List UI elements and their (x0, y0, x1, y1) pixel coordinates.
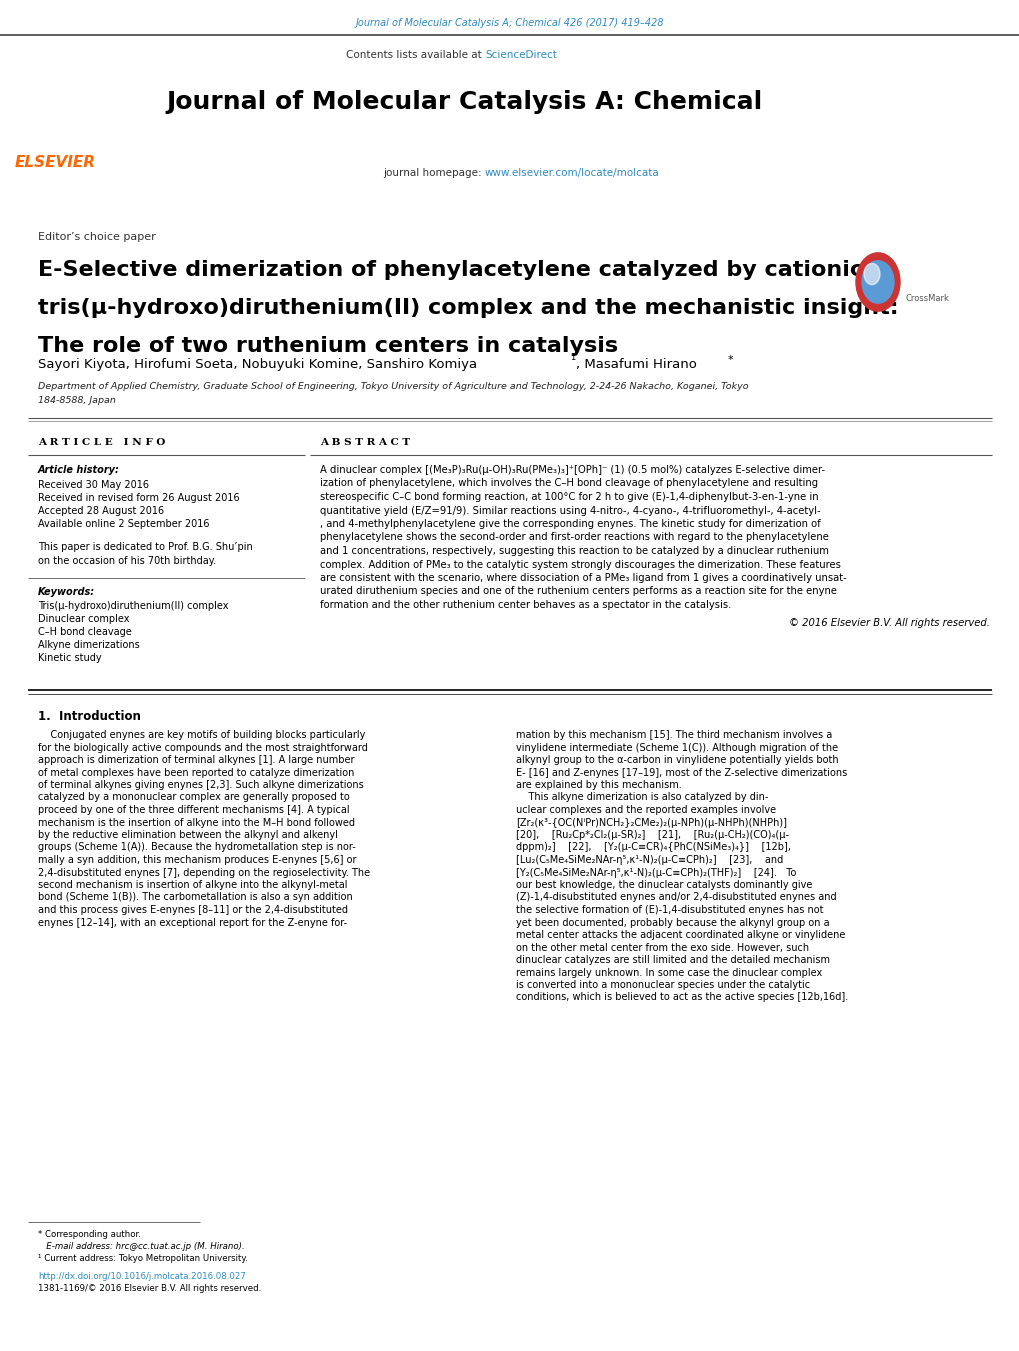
Text: ization of phenylacetylene, which involves the C–H bond cleavage of phenylacetyl: ization of phenylacetylene, which involv… (320, 478, 817, 489)
Text: Article history:: Article history: (38, 465, 120, 476)
Text: , Masafumi Hirano: , Masafumi Hirano (576, 358, 696, 372)
Text: alkynyl group to the α-carbon in vinylidene potentially yields both: alkynyl group to the α-carbon in vinylid… (516, 755, 838, 765)
Text: quantitative yield (E/Z=91/9). Similar reactions using 4-nitro-, 4-cyano-, 4-tri: quantitative yield (E/Z=91/9). Similar r… (320, 505, 820, 516)
Text: A R T I C L E   I N F O: A R T I C L E I N F O (38, 438, 165, 447)
Text: Journal of Molecular Catalysis A: Chemical: Journal of Molecular Catalysis A: Chemic… (167, 91, 762, 113)
Text: approach is dimerization of terminal alkynes [1]. A large number: approach is dimerization of terminal alk… (38, 755, 355, 765)
Text: , and 4-methylphenylacetylene give the corresponding enynes. The kinetic study f: , and 4-methylphenylacetylene give the c… (320, 519, 820, 530)
Text: Kinetic study: Kinetic study (38, 653, 102, 663)
Text: E- [16] and Z-enynes [17–19], most of the Z-selective dimerizations: E- [16] and Z-enynes [17–19], most of th… (516, 767, 847, 777)
Text: on the occasion of his 70th birthday.: on the occasion of his 70th birthday. (38, 557, 216, 566)
Text: Tris(μ-hydroxo)diruthenium(II) complex: Tris(μ-hydroxo)diruthenium(II) complex (38, 601, 228, 611)
Text: E-Selective dimerization of phenylacetylene catalyzed by cationic: E-Selective dimerization of phenylacetyl… (38, 259, 862, 280)
Text: ELSEVIER: ELSEVIER (15, 155, 96, 170)
Text: formation and the other ruthenium center behaves as a spectator in the catalysis: formation and the other ruthenium center… (320, 600, 731, 611)
Text: phenylacetylene shows the second-order and first-order reactions with regard to : phenylacetylene shows the second-order a… (320, 532, 828, 543)
Text: ¹ Current address: Tokyo Metropolitan University.: ¹ Current address: Tokyo Metropolitan Un… (38, 1254, 248, 1263)
Text: complex. Addition of PMe₃ to the catalytic system strongly discourages the dimer: complex. Addition of PMe₃ to the catalyt… (320, 559, 840, 570)
Text: 1.  Introduction: 1. Introduction (38, 711, 141, 723)
Text: mation by this mechanism [15]. The third mechanism involves a: mation by this mechanism [15]. The third… (516, 730, 832, 740)
Text: Alkyne dimerizations: Alkyne dimerizations (38, 640, 140, 650)
Text: Journal of Molecular Catalysis A; Chemical 426 (2017) 419–428: Journal of Molecular Catalysis A; Chemic… (356, 18, 663, 28)
Text: A B S T R A C T: A B S T R A C T (320, 438, 410, 447)
Text: [Y₂(C₅Me₄SiMe₂NAr-η⁵,κ¹-N)₂(μ-C≡CPh)₂(THF)₂]    [24].   To: [Y₂(C₅Me₄SiMe₂NAr-η⁵,κ¹-N)₂(μ-C≡CPh)₂(TH… (516, 867, 796, 878)
Text: Sayori Kiyota, Hirofumi Soeta, Nobuyuki Komine, Sanshiro Komiya: Sayori Kiyota, Hirofumi Soeta, Nobuyuki … (38, 358, 477, 372)
Text: dinuclear catalyzes are still limited and the detailed mechanism: dinuclear catalyzes are still limited an… (516, 955, 829, 965)
Text: are explained by this mechanism.: are explained by this mechanism. (516, 780, 681, 790)
Text: [Zr₂(κ³-{OC(NⁱPr)NCH₂}₂CMe₂)₂(μ-NPh)(μ-NHPh)(NHPh)]: [Zr₂(κ³-{OC(NⁱPr)NCH₂}₂CMe₂)₂(μ-NPh)(μ-N… (516, 817, 787, 828)
Text: by the reductive elimination between the alkynyl and alkenyl: by the reductive elimination between the… (38, 830, 337, 840)
Text: Conjugated enynes are key motifs of building blocks particularly: Conjugated enynes are key motifs of buil… (38, 730, 365, 740)
Text: [20],    [Ru₂Cp*₂Cl₂(μ-SR)₂]    [21],    [Ru₂(μ-CH₂)(CO)₄(μ-: [20], [Ru₂Cp*₂Cl₂(μ-SR)₂] [21], [Ru₂(μ-C… (516, 830, 789, 840)
Text: www.elsevier.com/locate/molcata: www.elsevier.com/locate/molcata (484, 168, 659, 178)
Text: yet been documented, probably because the alkynyl group on a: yet been documented, probably because th… (516, 917, 828, 928)
Text: journal homepage:: journal homepage: (383, 168, 484, 178)
Text: ScienceDirect: ScienceDirect (484, 50, 556, 59)
Text: uclear complexes and the reported examples involve: uclear complexes and the reported exampl… (516, 805, 775, 815)
Text: * Corresponding author.: * Corresponding author. (38, 1229, 141, 1239)
Text: E-mail address: hrc@cc.tuat.ac.jp (M. Hirano).: E-mail address: hrc@cc.tuat.ac.jp (M. Hi… (38, 1242, 245, 1251)
Text: Received in revised form 26 August 2016: Received in revised form 26 August 2016 (38, 493, 239, 503)
Text: vinylidene intermediate (Scheme 1(C)). Although migration of the: vinylidene intermediate (Scheme 1(C)). A… (516, 743, 838, 753)
Text: and this process gives E-enynes [8–11] or the 2,4-disubstituted: and this process gives E-enynes [8–11] o… (38, 905, 347, 915)
Text: groups (Scheme 1(A)). Because the hydrometallation step is nor-: groups (Scheme 1(A)). Because the hydrom… (38, 843, 356, 852)
Text: CATALYSIS: CATALYSIS (911, 65, 963, 74)
Text: mechanism is the insertion of alkyne into the M–H bond followed: mechanism is the insertion of alkyne int… (38, 817, 355, 828)
Text: 1381-1169/© 2016 Elsevier B.V. All rights reserved.: 1381-1169/© 2016 Elsevier B.V. All right… (38, 1283, 261, 1293)
Text: and 1 concentrations, respectively, suggesting this reaction to be catalyzed by : and 1 concentrations, respectively, sugg… (320, 546, 828, 557)
Text: This paper is dedicated to Prof. B.G. Shu’pin: This paper is dedicated to Prof. B.G. Sh… (38, 542, 253, 553)
Text: (Z)-1,4-disubstituted enynes and/or 2,4-disubstituted enynes and: (Z)-1,4-disubstituted enynes and/or 2,4-… (516, 893, 836, 902)
Text: Available online 2 September 2016: Available online 2 September 2016 (38, 519, 209, 530)
Text: 2,4-disubstituted enynes [7], depending on the regioselectivity. The: 2,4-disubstituted enynes [7], depending … (38, 867, 370, 878)
Text: tris(μ-hydroxo)diruthenium(II) complex and the mechanistic insight:: tris(μ-hydroxo)diruthenium(II) complex a… (38, 299, 898, 317)
Text: dppm)₂]    [22],    [Y₂(μ-C≡CR)₄{PhC(NSiMe₃)₄}]    [12b],: dppm)₂] [22], [Y₂(μ-C≡CR)₄{PhC(NSiMe₃)₄}… (516, 843, 790, 852)
Text: Department of Applied Chemistry, Graduate School of Engineering, Tokyo Universit: Department of Applied Chemistry, Graduat… (38, 382, 748, 390)
Text: Keywords:: Keywords: (38, 586, 95, 597)
Text: 1: 1 (570, 353, 575, 362)
Text: of metal complexes have been reported to catalyze dimerization: of metal complexes have been reported to… (38, 767, 354, 777)
Text: Accepted 28 August 2016: Accepted 28 August 2016 (38, 507, 164, 516)
Text: bond (Scheme 1(B)). The carbometallation is also a syn addition: bond (Scheme 1(B)). The carbometallation… (38, 893, 353, 902)
Text: C–H bond cleavage: C–H bond cleavage (38, 627, 131, 638)
Text: for the biologically active compounds and the most straightforward: for the biologically active compounds an… (38, 743, 368, 753)
Text: remains largely unknown. In some case the dinuclear complex: remains largely unknown. In some case th… (516, 967, 821, 978)
Text: *: * (728, 355, 733, 365)
Text: our best knowledge, the dinuclear catalysts dominantly give: our best knowledge, the dinuclear cataly… (516, 880, 811, 890)
Text: The role of two ruthenium centers in catalysis: The role of two ruthenium centers in cat… (38, 336, 618, 357)
Text: Dinuclear complex: Dinuclear complex (38, 613, 129, 624)
Text: Editor’s choice paper: Editor’s choice paper (38, 232, 156, 242)
Text: conditions, which is believed to act as the active species [12b,16d].: conditions, which is believed to act as … (516, 993, 848, 1002)
Text: on the other metal center from the exo side. However, such: on the other metal center from the exo s… (516, 943, 808, 952)
Text: the selective formation of (E)-1,4-disubstituted enynes has not: the selective formation of (E)-1,4-disub… (516, 905, 822, 915)
Text: urated diruthenium species and one of the ruthenium centers performs as a reacti: urated diruthenium species and one of th… (320, 586, 837, 597)
Text: stereospecific C–C bond forming reaction, at 100°C for 2 h to give (E)-1,4-diphe: stereospecific C–C bond forming reaction… (320, 492, 818, 503)
Text: is converted into a mononuclear species under the catalytic: is converted into a mononuclear species … (516, 979, 809, 990)
Text: second mechanism is insertion of alkyne into the alkynyl-metal: second mechanism is insertion of alkyne … (38, 880, 347, 890)
Text: A: Chemical: A: Chemical (918, 80, 956, 85)
Text: Contents lists available at: Contents lists available at (345, 50, 484, 59)
Text: This alkyne dimerization is also catalyzed by din-: This alkyne dimerization is also catalyz… (516, 793, 767, 802)
Text: A dinuclear complex [(Me₃P)₃Ru(μ-OH)₃Ru(PMe₃)₃]⁺[OPh]⁻ (1) (0.5 mol%) catalyzes : A dinuclear complex [(Me₃P)₃Ru(μ-OH)₃Ru(… (320, 465, 824, 476)
Text: [Lu₂(C₅Me₄SiMe₂NAr-η⁵,κ¹-N)₂(μ-C≡CPh)₂]    [23],    and: [Lu₂(C₅Me₄SiMe₂NAr-η⁵,κ¹-N)₂(μ-C≡CPh)₂] … (516, 855, 783, 865)
Text: CrossMark: CrossMark (905, 295, 949, 303)
Text: Received 30 May 2016: Received 30 May 2016 (38, 480, 149, 490)
Text: of terminal alkynes giving enynes [2,3]. Such alkyne dimerizations: of terminal alkynes giving enynes [2,3].… (38, 780, 364, 790)
Text: mally a syn addition, this mechanism produces E-enynes [5,6] or: mally a syn addition, this mechanism pro… (38, 855, 357, 865)
Text: enynes [12–14], with an exceptional report for the Z-enyne for-: enynes [12–14], with an exceptional repo… (38, 917, 346, 928)
Text: http://dx.doi.org/10.1016/j.molcata.2016.08.027: http://dx.doi.org/10.1016/j.molcata.2016… (38, 1273, 246, 1281)
Text: © 2016 Elsevier B.V. All rights reserved.: © 2016 Elsevier B.V. All rights reserved… (789, 617, 989, 627)
Text: metal center attacks the adjacent coordinated alkyne or vinylidene: metal center attacks the adjacent coordi… (516, 929, 845, 940)
Text: 184-8588, Japan: 184-8588, Japan (38, 396, 116, 405)
Text: proceed by one of the three different mechanisms [4]. A typical: proceed by one of the three different me… (38, 805, 350, 815)
Text: are consistent with the scenario, where dissociation of a PMe₃ ligand from 1 giv: are consistent with the scenario, where … (320, 573, 846, 584)
Text: catalyzed by a mononuclear complex are generally proposed to: catalyzed by a mononuclear complex are g… (38, 793, 350, 802)
